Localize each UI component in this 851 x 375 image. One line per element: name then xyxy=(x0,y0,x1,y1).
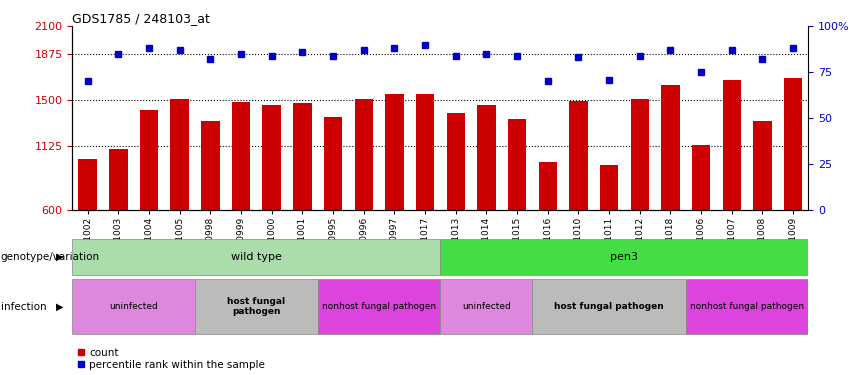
Text: uninfected: uninfected xyxy=(109,302,158,311)
Bar xyxy=(386,94,403,210)
Text: uninfected: uninfected xyxy=(462,302,511,311)
Bar xyxy=(447,113,465,210)
Bar xyxy=(440,279,533,334)
Bar xyxy=(508,119,526,210)
Bar xyxy=(722,80,741,210)
Bar xyxy=(784,78,802,210)
Bar xyxy=(195,279,317,334)
Bar xyxy=(231,102,250,210)
Bar xyxy=(533,279,686,334)
Bar xyxy=(686,279,808,334)
Bar xyxy=(109,149,128,210)
Text: ▶: ▶ xyxy=(56,252,64,262)
Bar xyxy=(293,104,311,210)
Text: host fungal
pathogen: host fungal pathogen xyxy=(227,297,285,316)
Bar xyxy=(324,117,342,210)
Bar xyxy=(600,165,619,210)
Text: pen3: pen3 xyxy=(610,252,638,262)
Text: nonhost fungal pathogen: nonhost fungal pathogen xyxy=(690,302,804,311)
Text: nonhost fungal pathogen: nonhost fungal pathogen xyxy=(322,302,436,311)
Text: wild type: wild type xyxy=(231,252,282,262)
Bar xyxy=(262,105,281,210)
Text: infection: infection xyxy=(1,302,47,312)
Bar xyxy=(661,85,680,210)
Bar xyxy=(416,94,434,210)
Bar xyxy=(569,101,587,210)
Bar xyxy=(692,145,711,210)
Bar xyxy=(140,110,158,210)
Text: host fungal pathogen: host fungal pathogen xyxy=(554,302,664,311)
Bar xyxy=(72,279,195,334)
Text: GDS1785 / 248103_at: GDS1785 / 248103_at xyxy=(72,12,210,25)
Bar xyxy=(201,121,220,210)
Bar xyxy=(753,121,772,210)
Bar xyxy=(317,279,440,334)
Bar xyxy=(631,99,649,210)
Text: genotype/variation: genotype/variation xyxy=(1,252,100,262)
Bar xyxy=(170,99,189,210)
Bar xyxy=(539,162,557,210)
Bar xyxy=(440,239,808,275)
Bar xyxy=(477,105,495,210)
Bar xyxy=(72,239,440,275)
Legend: count, percentile rank within the sample: count, percentile rank within the sample xyxy=(77,348,265,370)
Bar xyxy=(355,99,373,210)
Text: ▶: ▶ xyxy=(56,302,64,312)
Bar xyxy=(78,159,97,210)
